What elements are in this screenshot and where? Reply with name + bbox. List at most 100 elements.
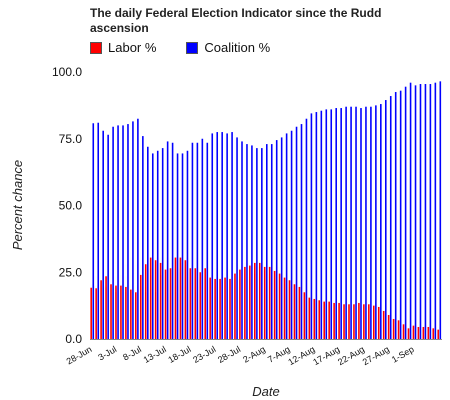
- legend: Labor % Coalition %: [90, 40, 300, 55]
- bar-coalition: [310, 113, 313, 339]
- bar-labor: [382, 310, 385, 339]
- bar-labor: [115, 285, 117, 339]
- bar-labor: [293, 284, 296, 339]
- bar-labor: [328, 301, 330, 339]
- bar-coalition: [439, 81, 442, 339]
- bar-coalition: [429, 84, 432, 339]
- bar-coalition: [424, 84, 427, 339]
- bar-labor: [402, 324, 405, 339]
- bar-coalition: [151, 153, 154, 339]
- bar-coalition: [122, 125, 124, 340]
- bar-coalition: [305, 118, 308, 339]
- bar-coalition: [92, 123, 95, 339]
- bar-coalition: [360, 108, 362, 339]
- bar-coalition: [330, 109, 333, 339]
- legend-label-labor: Labor %: [108, 40, 157, 55]
- y-tick-label: 50.0: [59, 199, 83, 213]
- bar-labor: [417, 326, 420, 339]
- bar-coalition: [434, 82, 437, 340]
- bar-coalition: [231, 132, 233, 339]
- bar-coalition: [117, 125, 119, 340]
- y-axis-label: Percent chance: [10, 160, 25, 250]
- bar-labor: [348, 304, 350, 339]
- bar-coalition: [147, 146, 149, 339]
- bar-labor: [179, 257, 182, 339]
- bar-labor: [229, 278, 231, 339]
- bar-coalition: [394, 92, 397, 340]
- bar-labor: [100, 280, 102, 339]
- bar-coalition: [315, 112, 318, 339]
- bar-coalition: [211, 133, 214, 339]
- y-tick-label: 100.0: [52, 65, 82, 79]
- bar-coalition: [206, 142, 209, 339]
- bar-coalition: [216, 132, 219, 339]
- bar-labor: [174, 257, 177, 339]
- bar-group: [90, 81, 442, 340]
- bar-labor: [273, 270, 276, 339]
- bar-labor: [249, 265, 251, 339]
- bar-coalition: [171, 142, 174, 339]
- bar-labor: [95, 288, 97, 339]
- x-tick-label: 22-Aug: [336, 344, 366, 367]
- bar-coalition: [246, 144, 248, 339]
- legend-label-coalition: Coalition %: [204, 40, 271, 55]
- x-tick-label: 1-Sep: [390, 344, 416, 365]
- bar-labor: [214, 278, 216, 339]
- bar-coalition: [290, 130, 293, 339]
- bar-labor: [268, 266, 271, 339]
- bar-coalition: [270, 144, 273, 339]
- bar-labor: [363, 304, 365, 339]
- bar-coalition: [102, 130, 104, 339]
- x-tick-label: 17-Aug: [311, 344, 341, 367]
- bar-coalition: [132, 121, 134, 340]
- bar-labor: [90, 287, 92, 339]
- bar-coalition: [365, 106, 367, 340]
- chart-title: The daily Federal Election Indicator sin…: [90, 6, 382, 35]
- bar-coalition: [340, 108, 342, 339]
- bar-labor: [110, 284, 112, 339]
- bar-coalition: [300, 124, 303, 339]
- bar-labor: [204, 268, 207, 339]
- bar-labor: [358, 302, 360, 339]
- bar-labor: [422, 326, 425, 339]
- bar-coalition: [275, 140, 278, 339]
- bar-coalition: [161, 148, 164, 339]
- bar-labor: [323, 301, 325, 339]
- bar-labor: [125, 286, 127, 339]
- bar-labor: [343, 304, 345, 339]
- bar-labor: [288, 280, 291, 339]
- bar-labor: [437, 329, 440, 339]
- bar-labor: [258, 262, 261, 339]
- bar-coalition: [404, 86, 407, 339]
- x-tick-label: 23-Jul: [191, 344, 217, 365]
- x-tick-label: 12-Aug: [286, 344, 316, 367]
- legend-swatch-labor: [90, 41, 102, 54]
- bar-coalition: [370, 106, 372, 340]
- bar-coalition: [345, 106, 347, 340]
- bar-labor: [154, 260, 157, 339]
- bar-coalition: [389, 96, 392, 339]
- bar-coalition: [156, 150, 159, 339]
- bar-labor: [412, 325, 415, 339]
- bar-coalition: [266, 144, 268, 339]
- bar-labor: [209, 277, 211, 339]
- bar-labor: [105, 276, 107, 339]
- bar-labor: [263, 266, 266, 339]
- bar-labor: [164, 269, 167, 339]
- legend-item-labor: Labor %: [90, 40, 156, 55]
- bar-labor: [308, 297, 311, 339]
- bar-coalition: [320, 110, 323, 339]
- x-tick-label: 13-Jul: [142, 344, 168, 365]
- bar-coalition: [191, 142, 194, 339]
- bar-coalition: [137, 118, 139, 339]
- bar-coalition: [335, 108, 337, 339]
- bar-labor: [303, 292, 306, 339]
- bar-labor: [144, 264, 147, 339]
- bar-coalition: [325, 109, 328, 339]
- bar-labor: [298, 286, 301, 339]
- bar-coalition: [176, 153, 179, 339]
- x-tick-label: 18-Jul: [166, 344, 192, 365]
- bar-coalition: [236, 137, 238, 339]
- legend-item-coalition: Coalition %: [186, 40, 270, 55]
